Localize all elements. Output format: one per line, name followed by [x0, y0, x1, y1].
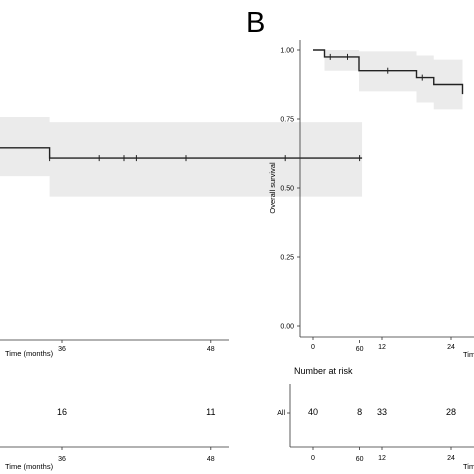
risk-x-tick-label: 60	[356, 456, 364, 463]
y-tick-label: 1.00	[280, 48, 294, 55]
y-tick-label: 0.25	[280, 255, 294, 262]
risk-x-axis-ticks: 4364860	[58, 447, 364, 463]
risk-x-axis-label: Time (months)	[5, 462, 54, 471]
risk-value: 11	[206, 407, 215, 417]
risk-x-axis-label-partial: Tim	[463, 462, 474, 471]
x-axis-label: Time (months)	[5, 349, 54, 358]
x-tick-label: 60	[356, 346, 364, 353]
confidence-band	[313, 50, 463, 121]
risk-x-tick-label: 12	[378, 455, 386, 462]
panel-label: B	[246, 7, 265, 39]
x-tick-label: 0	[311, 344, 315, 351]
x-axis-ticks: 4364860	[58, 340, 364, 353]
risk-values: 516118	[57, 407, 362, 417]
x-tick-label: 36	[58, 346, 66, 353]
x-axis-ticks: 0 12 24	[311, 337, 455, 351]
y-tick-label: 0.50	[280, 186, 294, 193]
risk-table-title: Number at risk	[294, 366, 353, 376]
confidence-band	[0, 116, 363, 197]
risk-value: 28	[446, 407, 456, 417]
risk-value: 40	[308, 407, 318, 417]
y-axis-ticks: 0.00 0.25 0.50 0.75 1.00	[280, 48, 300, 331]
x-tick-label: 12	[378, 344, 386, 351]
panel-b-plot: 0.00 0.25 0.50 0.75 1.00 0 12 24 Overall survi…	[268, 40, 474, 359]
risk-x-tick-label: 24	[447, 455, 455, 462]
panel-a: 4364860 Time (months) 516118 4364860 Tim…	[0, 116, 364, 471]
censor-marks	[49, 155, 361, 162]
risk-x-axis-ticks: 0 12 24	[311, 447, 455, 462]
risk-x-tick-label: 36	[58, 456, 66, 463]
survival-curve	[313, 49, 464, 95]
panel-a-plot: 4364860 Time (months)	[0, 116, 364, 358]
risk-value: 8	[357, 407, 362, 417]
y-axis-label: Overall survival	[268, 162, 277, 214]
censor-marks	[329, 53, 423, 81]
x-axis-label-partial: Tim	[463, 350, 474, 359]
risk-values: 40 33 28	[308, 407, 456, 417]
risk-value: 16	[57, 407, 67, 417]
risk-value: 33	[377, 407, 387, 417]
x-tick-label: 48	[207, 346, 215, 353]
y-tick-label: 0.00	[280, 324, 294, 331]
panel-b: B 0.00 0.25 0.50 0.75 1.00 0 12 24 Overall sur…	[246, 7, 474, 471]
y-tick-label: 0.75	[280, 117, 294, 124]
risk-row-label: All	[277, 410, 285, 417]
risk-x-tick-label: 48	[207, 456, 215, 463]
risk-x-tick-label: 0	[311, 455, 315, 462]
x-tick-label: 24	[447, 344, 455, 351]
panel-a-risk-table: 516118 4364860 Time (months)	[0, 407, 364, 471]
panel-b-risk-table: Number at risk All 40 33 28 0 12 24 Tim	[277, 366, 474, 471]
